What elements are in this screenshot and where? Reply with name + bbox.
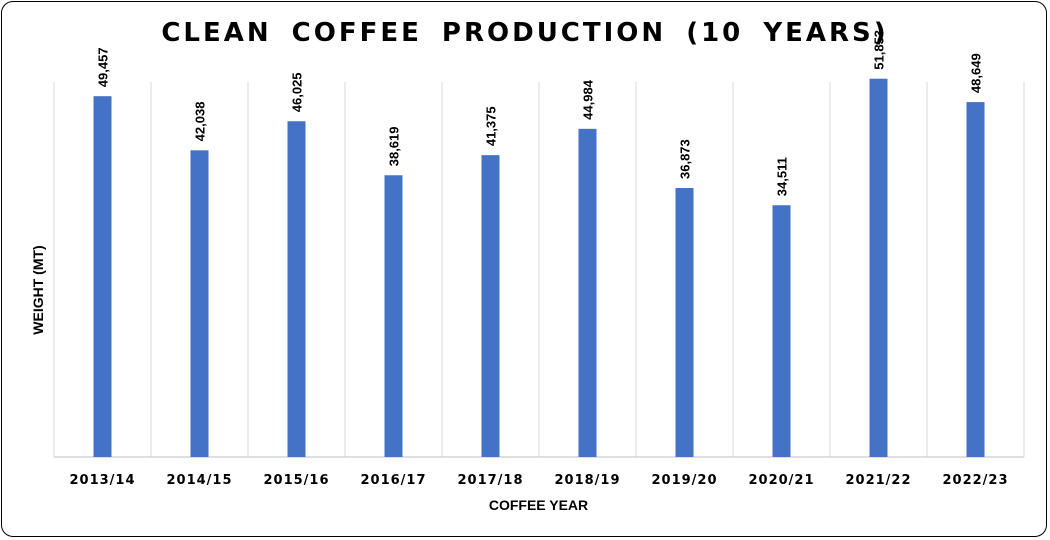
x-axis-label: COFFEE YEAR [488,497,589,513]
data-label: 38,619 [387,126,402,166]
x-tick-label: 2020/21 [748,473,814,488]
bar [869,78,888,457]
x-tick-label: 2017/18 [457,473,523,488]
x-tick-label: 2022/23 [942,473,1008,488]
data-label: 42,038 [193,102,208,142]
x-tick-label: 2015/16 [263,473,329,488]
data-label: 41,375 [484,106,499,146]
data-label: 36,873 [678,139,693,179]
x-tick-label: 2016/17 [360,473,426,488]
x-tick-label: 2018/19 [554,473,620,488]
bar [287,121,306,457]
x-tick-label: 2019/20 [651,473,717,488]
x-tick-label: 2013/14 [69,473,135,488]
data-label: 46,025 [290,72,305,112]
chart-title: CLEAN COFFEE PRODUCTION (10 YEARS) [161,18,889,48]
x-tick-label: 2014/15 [166,473,232,488]
bar [384,175,403,457]
data-label: 44,984 [581,79,596,120]
bar [190,150,209,457]
data-label: 34,511 [775,157,790,196]
data-label: 49,457 [96,47,111,87]
data-label: 51,853 [872,30,887,70]
bar [772,205,791,457]
bar [93,96,112,458]
data-label: 48,649 [969,53,984,93]
x-tick-label: 2021/22 [845,473,911,488]
bar [578,128,597,458]
bar [966,102,985,457]
bar [675,188,694,457]
bar [481,155,500,457]
